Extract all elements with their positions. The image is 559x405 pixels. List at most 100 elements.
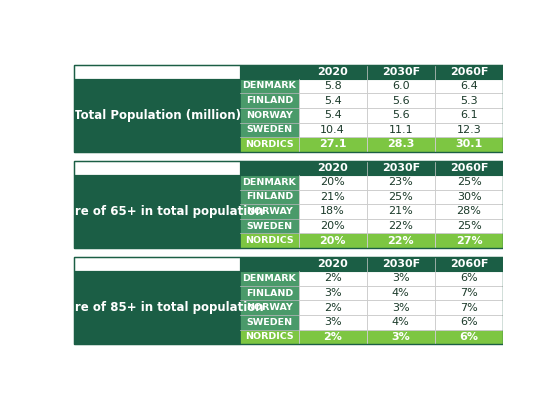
Text: 2%: 2%	[323, 332, 342, 342]
Bar	[240, 286, 299, 301]
Text: 23%: 23%	[389, 177, 413, 187]
Bar	[435, 219, 503, 233]
Text: 7%: 7%	[460, 303, 478, 313]
Text: FINLAND: FINLAND	[246, 96, 293, 105]
Bar	[299, 330, 367, 344]
Text: 6%: 6%	[460, 273, 478, 283]
Bar	[435, 161, 503, 175]
Text: NORDICS: NORDICS	[245, 140, 293, 149]
Text: 2020: 2020	[317, 259, 348, 269]
Bar	[435, 330, 503, 344]
Text: 7%: 7%	[460, 288, 478, 298]
Bar	[240, 301, 299, 315]
Bar	[367, 108, 435, 123]
Bar	[299, 79, 367, 93]
Bar	[435, 271, 503, 286]
Text: 2060F: 2060F	[450, 259, 488, 269]
Text: 3%: 3%	[324, 288, 342, 298]
Text: FINLAND: FINLAND	[246, 192, 293, 201]
Bar	[367, 219, 435, 233]
Bar	[240, 271, 299, 286]
Bar	[367, 233, 435, 248]
Text: 27%: 27%	[456, 236, 482, 246]
Bar	[74, 257, 240, 271]
Bar	[240, 137, 299, 152]
Text: SWEDEN: SWEDEN	[247, 222, 292, 230]
Bar	[240, 204, 299, 219]
Bar	[74, 161, 240, 175]
Text: 2030F: 2030F	[382, 67, 420, 77]
Text: DENMARK: DENMARK	[243, 178, 296, 187]
Bar	[367, 286, 435, 301]
Text: 4%: 4%	[392, 318, 410, 327]
Bar	[299, 175, 367, 190]
Text: 5.6: 5.6	[392, 96, 410, 106]
Text: 6.1: 6.1	[460, 110, 478, 120]
Bar	[240, 190, 299, 204]
Bar	[240, 108, 299, 123]
Text: 5.8: 5.8	[324, 81, 342, 91]
Bar	[435, 108, 503, 123]
Bar	[240, 219, 299, 233]
Text: 2%: 2%	[324, 303, 342, 313]
Text: 6.4: 6.4	[460, 81, 478, 91]
Text: NORDICS: NORDICS	[245, 333, 293, 341]
Bar	[299, 190, 367, 204]
Bar	[435, 286, 503, 301]
Text: 3%: 3%	[392, 303, 410, 313]
Text: 30%: 30%	[457, 192, 481, 202]
Bar	[435, 79, 503, 93]
Bar	[240, 233, 299, 248]
Text: 2%: 2%	[324, 273, 342, 283]
Text: Total Population (million): Total Population (million)	[74, 109, 240, 122]
Text: 22%: 22%	[387, 236, 414, 246]
Bar	[435, 137, 503, 152]
Text: NORWAY: NORWAY	[246, 111, 293, 120]
Text: 2020: 2020	[317, 67, 348, 77]
Text: 5.4: 5.4	[324, 110, 342, 120]
Text: 22%: 22%	[389, 221, 413, 231]
Bar	[299, 271, 367, 286]
Bar	[240, 123, 299, 137]
Text: 2030F: 2030F	[382, 163, 420, 173]
Text: Share of 65+ in total population: Share of 65+ in total population	[50, 205, 264, 218]
Text: 11.1: 11.1	[389, 125, 413, 135]
Bar	[367, 79, 435, 93]
Text: 5.6: 5.6	[392, 110, 410, 120]
Text: 3%: 3%	[391, 332, 410, 342]
Bar	[74, 65, 240, 79]
Text: NORDICS: NORDICS	[245, 236, 293, 245]
Bar	[299, 286, 367, 301]
Text: 30.1: 30.1	[456, 139, 482, 149]
Text: 21%: 21%	[389, 207, 413, 216]
Bar	[435, 175, 503, 190]
Text: 2060F: 2060F	[450, 163, 488, 173]
Bar	[299, 204, 367, 219]
Text: 4%: 4%	[392, 288, 410, 298]
Bar	[299, 315, 367, 330]
Bar	[74, 65, 503, 152]
Bar	[299, 137, 367, 152]
Bar	[367, 161, 435, 175]
Bar	[299, 219, 367, 233]
Text: 25%: 25%	[389, 192, 413, 202]
Bar	[299, 123, 367, 137]
Bar	[299, 161, 367, 175]
Text: Share of 85+ in total population: Share of 85+ in total population	[50, 301, 264, 314]
Bar	[240, 161, 299, 175]
Bar	[435, 204, 503, 219]
Bar	[367, 65, 435, 79]
Text: NORWAY: NORWAY	[246, 207, 293, 216]
Text: 5.4: 5.4	[324, 96, 342, 106]
Bar	[240, 79, 299, 93]
Bar	[240, 315, 299, 330]
Bar	[367, 271, 435, 286]
Text: 2060F: 2060F	[450, 67, 488, 77]
Bar	[367, 123, 435, 137]
Bar	[367, 190, 435, 204]
Text: 20%: 20%	[320, 221, 345, 231]
Bar	[435, 123, 503, 137]
Bar	[435, 190, 503, 204]
Text: 25%: 25%	[457, 221, 481, 231]
Text: NORWAY: NORWAY	[246, 303, 293, 312]
